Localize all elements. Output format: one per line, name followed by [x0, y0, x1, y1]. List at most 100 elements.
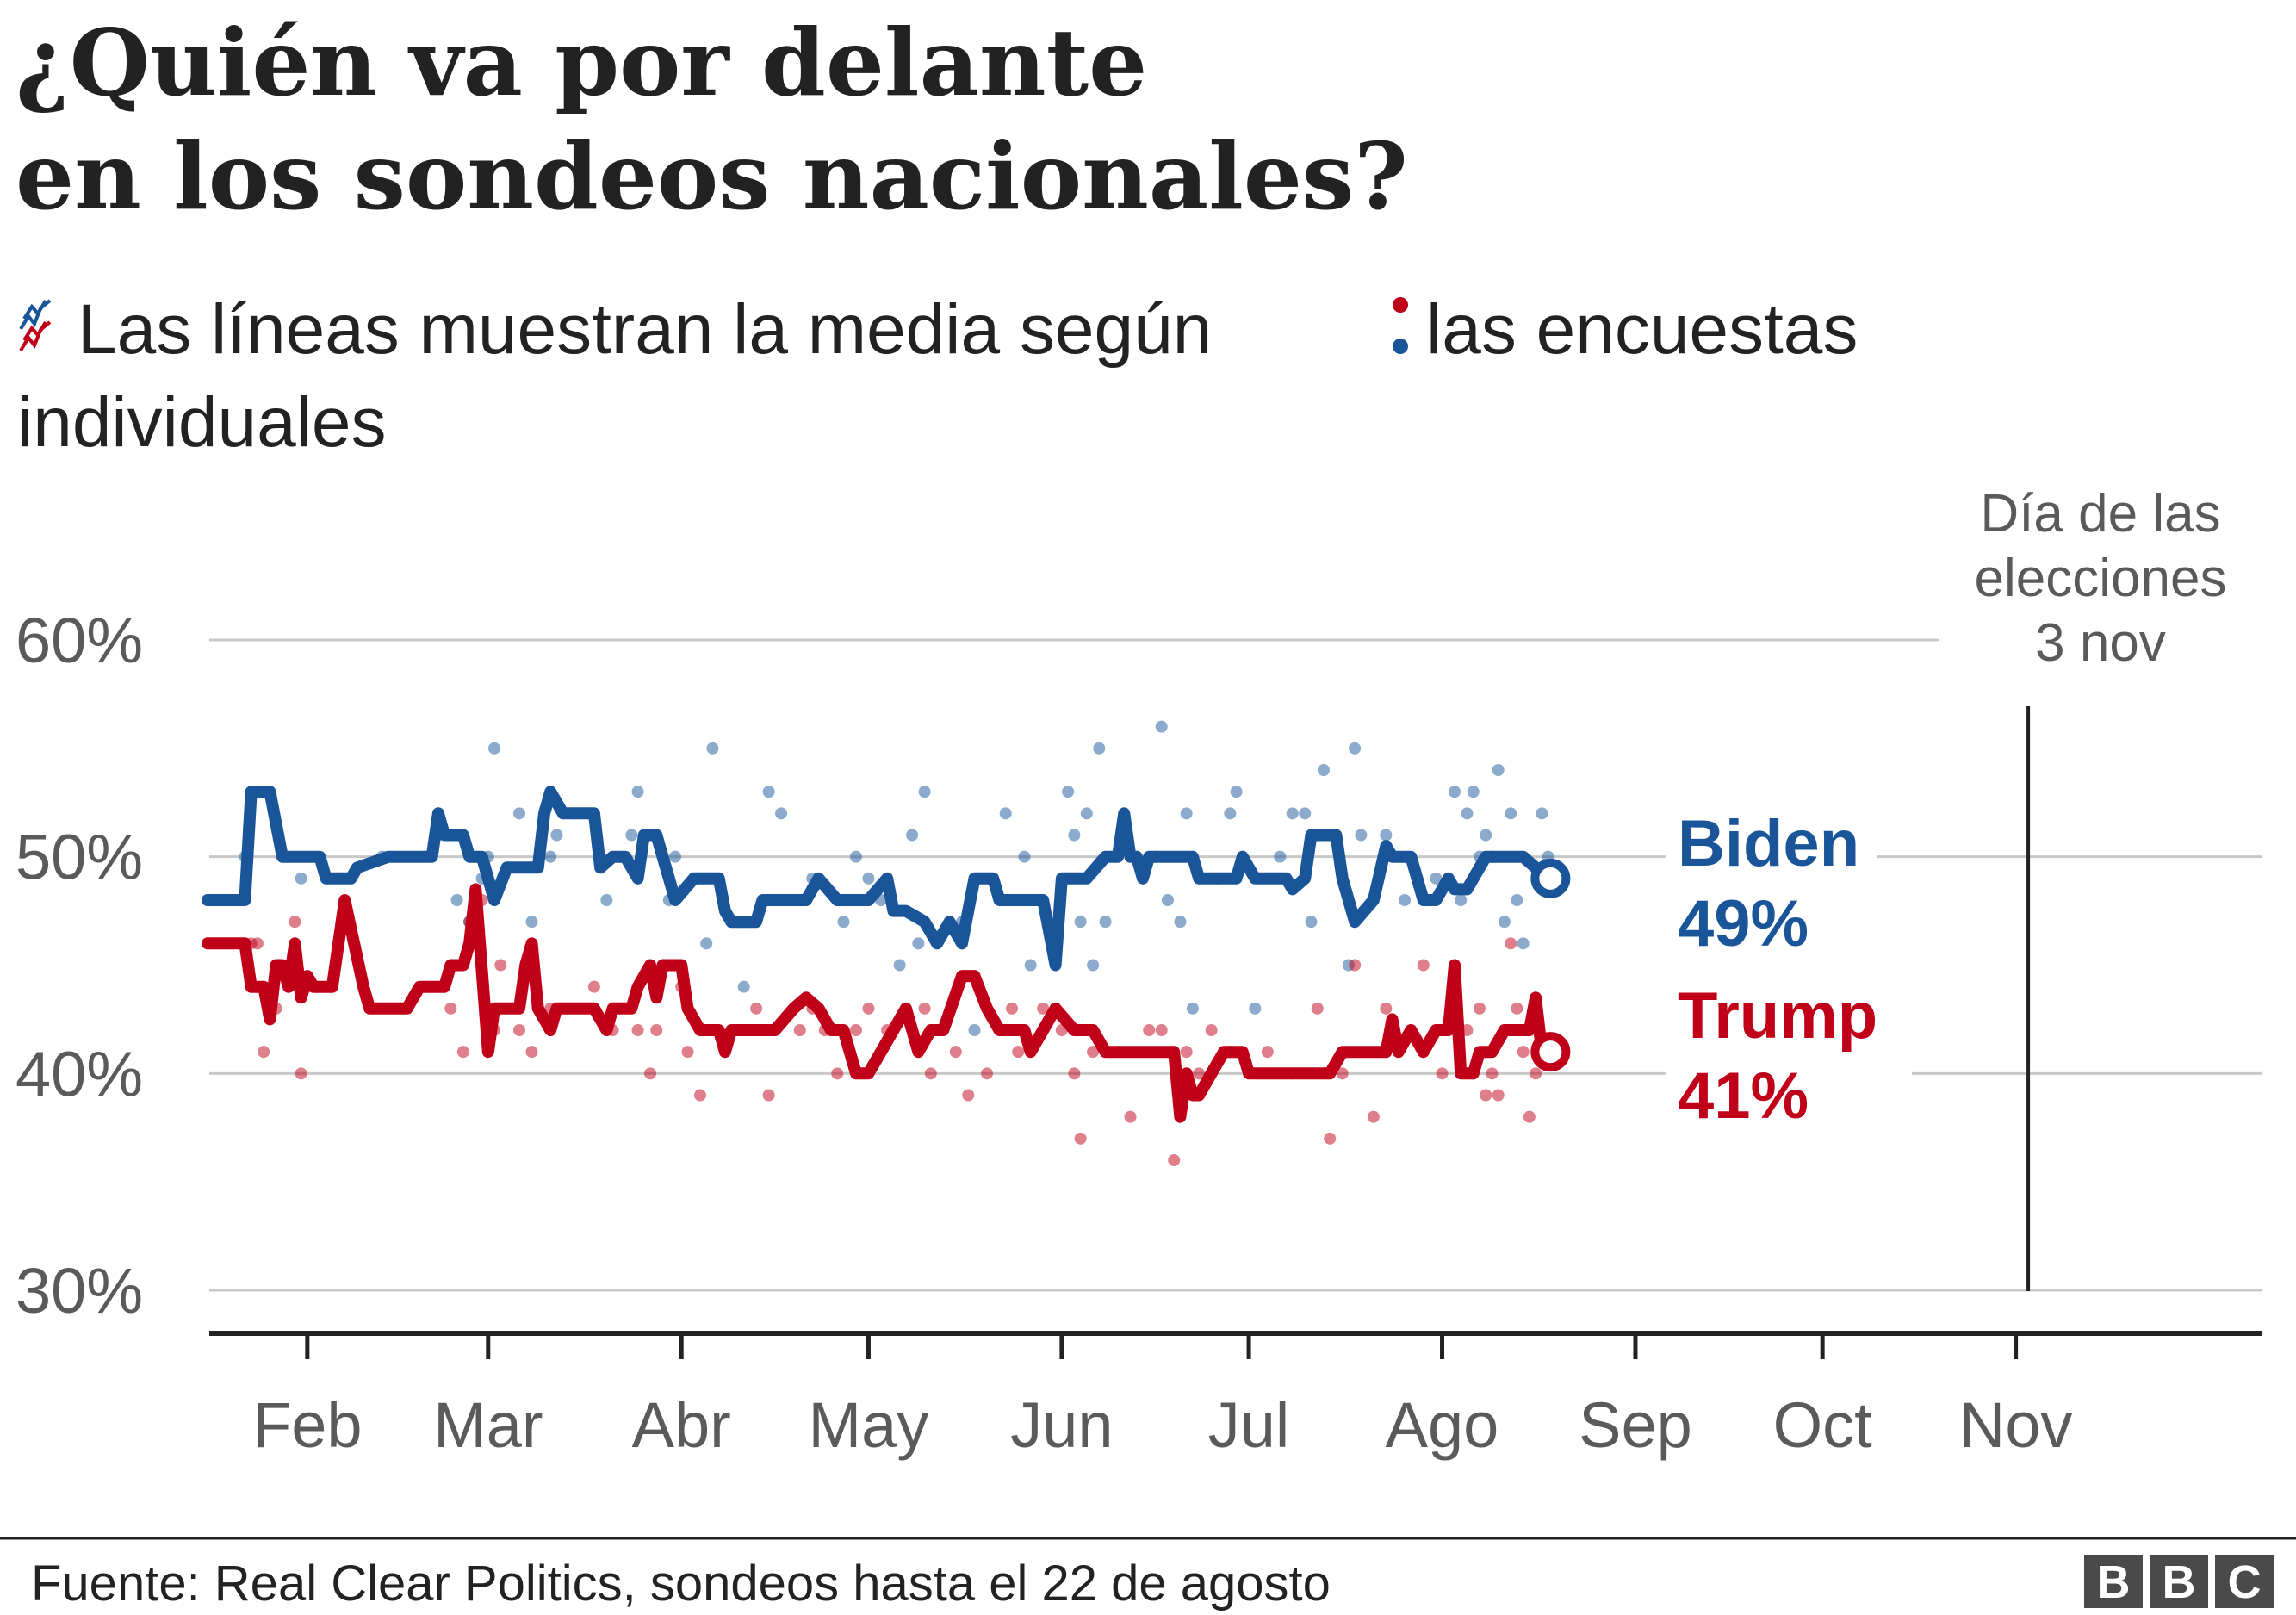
- biden-poll-dot: [544, 850, 557, 863]
- biden-poll-dot: [775, 807, 788, 820]
- biden-end-label-value: 49%: [1678, 887, 1809, 960]
- trump-poll-dot: [1068, 1067, 1081, 1080]
- trump-poll-dot: [1367, 1110, 1380, 1123]
- trump-poll-dot: [849, 1024, 862, 1036]
- trump-poll-dot: [1505, 937, 1517, 950]
- trump-poll-dot: [258, 1046, 270, 1059]
- legend-text-line-2: individuales: [17, 383, 387, 462]
- y-axis-ticks: 30% 40% 50% 60%: [16, 605, 143, 1326]
- trump-poll-dot: [525, 1046, 538, 1059]
- biden-poll-dot: [1480, 829, 1492, 842]
- y-tick-label-60: 60%: [16, 605, 143, 676]
- trump-end-label-name: Trump: [1678, 979, 1877, 1053]
- biden-poll-dot: [1062, 786, 1075, 798]
- biden-poll-dot: [1505, 807, 1517, 820]
- biden-poll-dot: [1093, 742, 1106, 755]
- x-tick-label-Ago: Ago: [1386, 1389, 1499, 1461]
- biden-poll-dot: [1299, 807, 1312, 820]
- trump-poll-dot: [650, 1024, 663, 1036]
- biden-average-line: [202, 786, 1548, 972]
- trump-poll-dot: [949, 1046, 962, 1059]
- biden-poll-dot: [1380, 829, 1393, 842]
- svg-text:B: B: [2163, 1556, 2196, 1608]
- trump-average-line: [202, 883, 1548, 1123]
- election-day-label-line-1: Día de las: [1980, 484, 2220, 544]
- biden-poll-dot: [1249, 1002, 1262, 1015]
- biden-end-label-name: Biden: [1678, 807, 1859, 880]
- trump-poll-dot: [1193, 1067, 1206, 1080]
- biden-poll-dot: [1230, 786, 1243, 798]
- x-tick-label-Jul: Jul: [1208, 1389, 1290, 1461]
- biden-poll-dot: [525, 916, 538, 929]
- trump-poll-dot: [456, 1046, 469, 1059]
- bbc-logo: B B C: [2084, 1555, 2274, 1608]
- biden-poll-dot: [849, 850, 862, 863]
- trump-poll-dot: [793, 1024, 806, 1036]
- trump-poll-dot: [762, 1089, 775, 1102]
- trump-poll-dot: [962, 1089, 975, 1102]
- biden-poll-dot: [295, 872, 307, 885]
- trump-poll-dot: [1124, 1110, 1137, 1123]
- trump-poll-dot: [1012, 1046, 1025, 1059]
- biden-poll-dot: [669, 850, 681, 863]
- trump-poll-dot: [1473, 1002, 1486, 1015]
- trump-poll-dot: [289, 916, 301, 929]
- trump-poll-dot: [1143, 1024, 1156, 1036]
- trump-poll-dot: [924, 1067, 937, 1080]
- biden-poll-dot: [968, 1024, 981, 1036]
- y-tick-label-50: 50%: [16, 822, 143, 893]
- biden-poll-dot: [600, 894, 613, 906]
- svg-text:C: C: [2228, 1556, 2262, 1608]
- trump-poll-dot: [494, 959, 507, 972]
- biden-poll-dot: [625, 829, 638, 842]
- biden-poll-dot: [999, 807, 1012, 820]
- biden-poll-dot: [1449, 786, 1461, 798]
- trump-poll-dot: [1511, 1002, 1523, 1015]
- trump-poll-dot: [1492, 1089, 1505, 1102]
- biden-poll-dot: [1467, 786, 1480, 798]
- biden-poll-dot: [737, 980, 750, 993]
- biden-poll-dot: [513, 807, 525, 820]
- biden-poll-dot: [1174, 916, 1187, 929]
- trump-poll-dot: [1205, 1024, 1218, 1036]
- biden-poll-dot: [1536, 807, 1548, 820]
- trump-poll-dot: [1180, 1046, 1193, 1059]
- biden-poll-dot: [488, 742, 501, 755]
- biden-poll-dot: [1317, 764, 1330, 776]
- biden-poll-dot: [893, 959, 906, 972]
- trump-poll-dot: [587, 980, 600, 993]
- biden-poll-dot: [1355, 829, 1368, 842]
- biden-poll-dot: [1099, 916, 1112, 929]
- biden-poll-dot: [1349, 742, 1362, 755]
- x-tick-label-May: May: [809, 1389, 929, 1461]
- trump-poll-dot: [444, 1002, 457, 1015]
- trump-poll-dot: [1380, 1002, 1393, 1015]
- trump-poll-dot: [1074, 1132, 1087, 1145]
- biden-poll-dot: [762, 786, 775, 798]
- biden-end-marker: [1530, 858, 1571, 898]
- biden-poll-dot: [1018, 850, 1031, 863]
- trump-poll-dot: [1168, 1154, 1181, 1166]
- x-tick-label-Feb: Feb: [252, 1389, 363, 1461]
- trump-poll-dot: [1523, 1110, 1536, 1123]
- x-tick-label-Nov: Nov: [1959, 1389, 2073, 1461]
- trump-poll-dot: [1530, 1067, 1542, 1080]
- trump-poll-dot: [251, 937, 264, 950]
- biden-poll-dot: [631, 786, 644, 798]
- biden-poll-dot: [1161, 894, 1174, 906]
- biden-poll-dot: [1224, 807, 1237, 820]
- legend-text-line-1-left: Las líneas muestran la media según: [78, 290, 1212, 369]
- trump-poll-dot: [1517, 1046, 1530, 1059]
- svg-text:B: B: [2097, 1556, 2131, 1608]
- biden-poll-dot: [837, 916, 850, 929]
- biden-poll-dot: [700, 937, 713, 950]
- trump-poll-dot: [1349, 959, 1362, 972]
- end-markers: [1530, 858, 1571, 1072]
- biden-poll-dot: [1080, 807, 1093, 820]
- biden-poll-dot: [862, 872, 875, 885]
- average-lines: [202, 786, 1548, 1123]
- poll-dots-legend-icon: [1393, 297, 1408, 354]
- biden-poll-dot: [1492, 764, 1505, 776]
- biden-poll-dot: [918, 786, 931, 798]
